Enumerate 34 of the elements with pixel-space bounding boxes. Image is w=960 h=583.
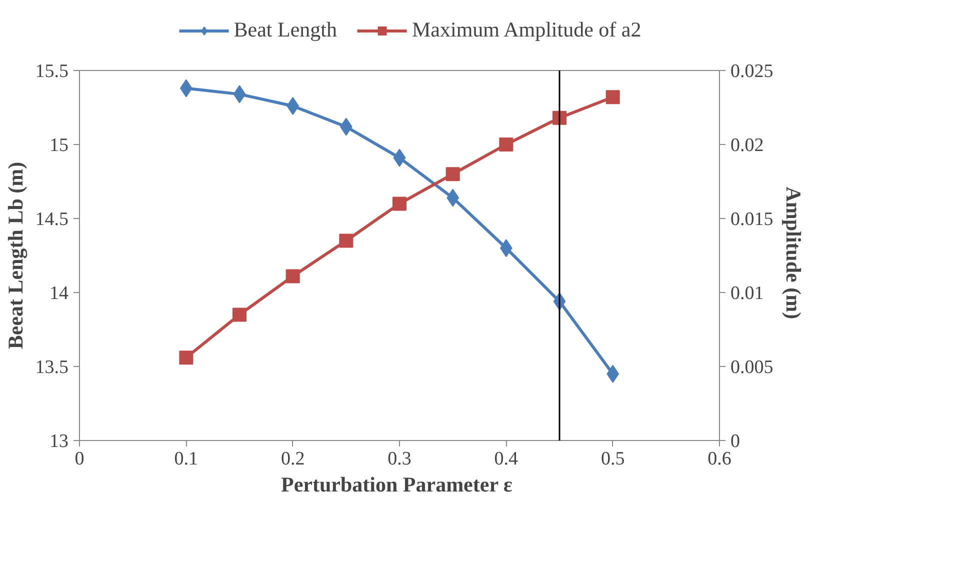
x-tick-label: 0.2 [280, 448, 305, 470]
point [286, 269, 300, 284]
y2-tick-label: 0 [730, 431, 740, 452]
x-tick-label: 0.6 [708, 448, 732, 470]
y2-tick-label: 0.01 [730, 283, 764, 304]
point [392, 196, 406, 211]
legend-label: Beat Length [234, 18, 337, 42]
y-tick-label: 13.5 [35, 357, 68, 378]
y2-tick-label: 0.025 [730, 61, 774, 82]
y-tick-label: 14.5 [35, 209, 68, 230]
point [339, 234, 354, 248]
point [232, 308, 246, 322]
y-tick-label: 15 [50, 135, 68, 156]
point [393, 148, 406, 167]
x-tick-label: 0.4 [494, 448, 519, 470]
y2-tick-label: 0.015 [730, 209, 774, 230]
x-axis-title: Perturbation Parameter ε [281, 472, 512, 496]
point [606, 90, 620, 104]
point [446, 167, 460, 182]
y-axis-title: Beeat Length Lb (m) [3, 162, 28, 350]
y2-tick-label: 0.02 [730, 135, 764, 156]
x-tick-label: 0 [74, 448, 84, 470]
y-tick-label: 14 [50, 283, 69, 304]
legend-label: Maximum Amplitude of a2 [412, 18, 642, 42]
y-tick-label: 15.5 [35, 61, 68, 82]
x-tick-label: 0.1 [174, 448, 198, 470]
y2-tick-label: 0.005 [730, 357, 774, 378]
point [499, 138, 514, 152]
x-tick-label: 0.3 [388, 448, 412, 470]
point [233, 85, 246, 104]
y-tick-label: 13 [50, 431, 68, 452]
x-tick-label: 0.5 [600, 448, 625, 470]
point [179, 350, 194, 365]
y2-axis-title: Amplitude (m) [781, 186, 806, 320]
